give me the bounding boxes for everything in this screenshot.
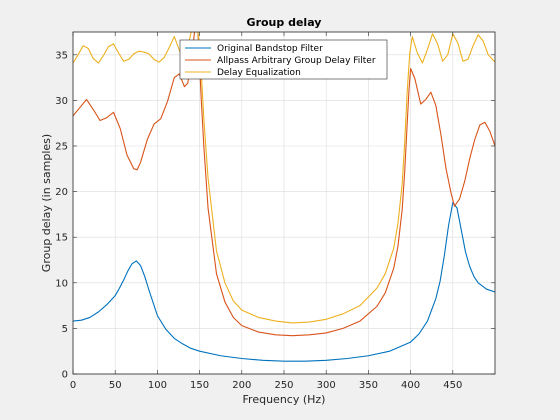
x-tick-label: 400 xyxy=(401,380,420,391)
x-tick-label: 350 xyxy=(359,380,378,391)
x-axis-label: Frequency (Hz) xyxy=(243,393,326,406)
y-axis-label: Group delay (in samples) xyxy=(40,134,53,272)
y-tick-label: 25 xyxy=(55,142,68,153)
y-tick-label: 20 xyxy=(55,187,68,198)
x-axis: 0 50 100 150 200 250 300 350 400 450 xyxy=(70,32,462,391)
y-tick-label: 35 xyxy=(55,50,68,61)
legend-entry-1: Allpass Arbitrary Group Delay Filter xyxy=(217,56,376,66)
legend-entry-0: Original Bandstop Filter xyxy=(217,44,323,54)
x-tick-label: 300 xyxy=(317,380,336,391)
x-tick-label: 250 xyxy=(274,380,293,391)
series-line-1 xyxy=(73,32,495,337)
legend-box xyxy=(179,39,388,80)
y-tick-label: 5 xyxy=(62,324,68,335)
x-tick-label: 0 xyxy=(70,380,76,391)
x-tick-label: 50 xyxy=(109,380,122,391)
y-tick-label: 30 xyxy=(55,96,68,107)
y-axis: 0 5 10 15 20 25 30 35 xyxy=(55,50,495,381)
y-tick-label: 15 xyxy=(55,233,68,244)
y-tick-label: 0 xyxy=(62,370,68,381)
legend: Original Bandstop Filter Allpass Arbitra… xyxy=(179,39,388,80)
x-tick-label: 100 xyxy=(148,380,167,391)
chart-title: Group delay xyxy=(247,16,322,29)
x-tick-label: 200 xyxy=(232,380,251,391)
y-tick-label: 10 xyxy=(55,278,68,289)
series-layer xyxy=(73,32,495,362)
x-tick-label: 450 xyxy=(443,380,462,391)
legend-entry-2: Delay Equalization xyxy=(217,68,301,78)
series-line-2 xyxy=(73,32,495,324)
x-tick-label: 150 xyxy=(190,380,209,391)
